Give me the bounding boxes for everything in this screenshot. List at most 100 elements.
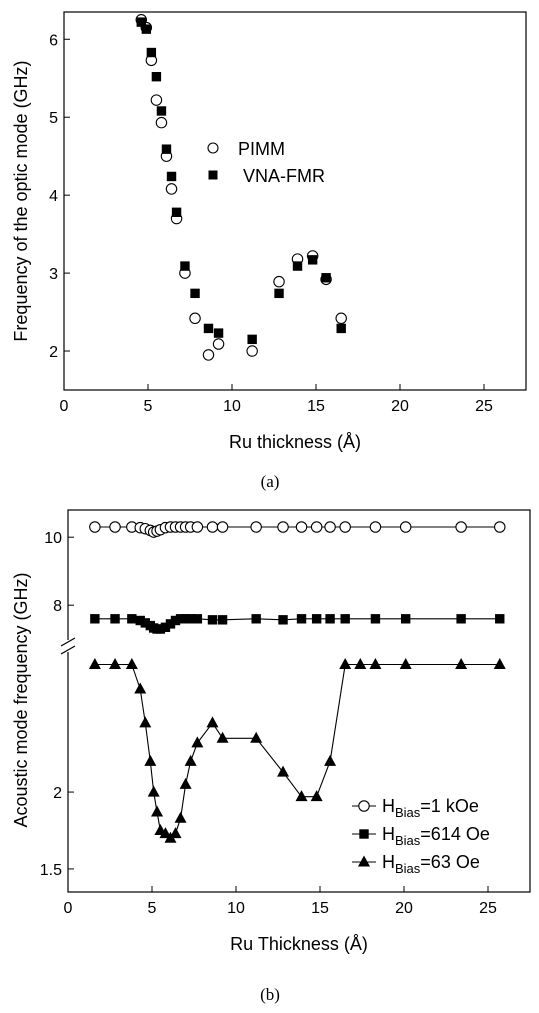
data-point-h-bias-614-oe (192, 614, 203, 624)
data-point-h-bias-614-oe (180, 614, 191, 624)
data-point-vna-fmr (336, 323, 346, 334)
data-point-vna-fmr (156, 106, 167, 116)
x-tick-label: 20 (395, 900, 413, 917)
data-point-h-bias-63-oe (151, 805, 164, 817)
data-point-h-bias-614-oe (140, 618, 150, 628)
data-point-vna-fmr (161, 144, 172, 154)
data-point-pimm (273, 275, 285, 288)
data-point-pimm (189, 312, 201, 325)
data-point-h-bias-614-oe (160, 622, 171, 632)
x-tick-label: 15 (311, 900, 329, 917)
data-point-h-bias-63-oe (369, 657, 382, 669)
panel-a-legend: PIMM VNA-FMR (207, 139, 325, 186)
data-point-h-bias-614-oe (370, 614, 381, 624)
data-point-h-bias-63-oe (310, 790, 323, 802)
data-point-h-bias-614-oe (110, 614, 120, 624)
y-tick-label: 4 (49, 188, 58, 205)
data-point-h-bias-614-oe (127, 614, 137, 624)
chart-panel-a: 0 5 10 15 20 25 2 3 4 5 6 Ru thickness (Å) Frequen… (11, 11, 527, 491)
legend-marker-h-bias-63-oe (358, 855, 370, 867)
legend-label-h-bias-1-koe: HBias=1 kOe (382, 796, 479, 820)
panel-b-legend: HBias=1 kOe HBias=614 Oe HBias=63 Oe (352, 796, 490, 876)
data-point-h-bias-1-koe (250, 521, 262, 533)
y-tick-label: 1.5 (40, 862, 62, 879)
data-point-vna-fmr (247, 334, 257, 345)
legend-label-h-bias-63-oe: HBias=63 Oe (382, 852, 480, 876)
y-tick-label: 2 (53, 785, 62, 802)
data-point-h-bias-63-oe (250, 731, 263, 743)
x-tick-label: 5 (148, 900, 157, 917)
data-point-h-bias-614-oe (251, 614, 261, 624)
data-point-h-bias-614-oe (165, 619, 176, 629)
x-tick-label: 10 (227, 900, 245, 917)
panel-a-y-axis-label: Frequency of the optic mode (GHz) (11, 60, 31, 341)
panel-b-axes: 0 5 10 15 20 25 8 10 1.5 2 (40, 530, 497, 917)
data-point-h-bias-1-koe (277, 521, 289, 533)
data-point-h-bias-614-oe (90, 614, 100, 624)
data-point-h-bias-63-oe (147, 785, 160, 797)
data-point-vna-fmr (190, 288, 200, 299)
panel-a-plot-frame (63, 11, 527, 391)
panel-b-caption: (b) (260, 985, 280, 1004)
data-point-h-bias-63-oe (125, 657, 138, 669)
data-point-h-bias-614-oe (135, 615, 145, 626)
panel-b-x-axis-label: Ru Thickness (Å) (230, 934, 368, 954)
legend-marker-pimm (207, 142, 219, 154)
data-point-h-bias-63-oe (174, 811, 187, 823)
data-point-vna-fmr (171, 207, 182, 218)
y-tick-label: 3 (49, 266, 58, 283)
data-point-h-bias-1-koe (399, 521, 412, 533)
x-tick-label: 0 (60, 398, 69, 415)
panel-b-plot-frame (67, 509, 531, 893)
data-point-vna-fmr (292, 261, 303, 271)
data-point-vna-fmr (136, 17, 146, 27)
data-point-h-bias-1-koe (339, 521, 351, 533)
data-point-h-bias-1-koe (310, 521, 323, 533)
data-point-vna-fmr (180, 261, 190, 271)
data-point-vna-fmr (203, 323, 214, 334)
data-point-h-bias-614-oe (185, 614, 196, 624)
data-point-h-bias-614-oe (170, 615, 181, 626)
y-tick-label: 5 (49, 110, 58, 127)
data-point-vna-fmr (321, 273, 331, 283)
data-point-h-bias-1-koe (295, 521, 308, 533)
data-point-h-bias-614-oe (456, 614, 466, 624)
panel-a-axes: 0 5 10 15 20 25 2 3 4 5 6 (49, 32, 493, 415)
data-point-h-bias-63-oe (134, 682, 147, 694)
x-tick-label: 5 (144, 398, 153, 415)
data-point-h-bias-614-oe (207, 615, 218, 625)
data-point-h-bias-1-koe (216, 521, 229, 533)
data-point-pimm (212, 338, 225, 350)
x-tick-label: 15 (307, 398, 325, 415)
data-point-h-bias-63-oe (88, 657, 101, 669)
data-point-h-bias-63-oe (339, 657, 352, 669)
data-point-h-bias-63-oe (455, 657, 468, 669)
data-point-pimm (246, 345, 258, 357)
legend-label-h-bias-614-oe: HBias=614 Oe (382, 824, 490, 848)
data-point-h-bias-614-oe (325, 614, 335, 624)
data-point-h-bias-1-koe (455, 521, 467, 533)
x-tick-label: 10 (223, 398, 241, 415)
data-point-pimm (335, 312, 347, 325)
panel-b-y-axis-label: Acoustic mode frequency (GHz) (11, 572, 31, 827)
data-point-h-bias-1-koe (494, 521, 506, 533)
data-point-h-bias-63-oe (277, 765, 290, 777)
data-point-h-bias-63-oe (206, 716, 219, 728)
data-point-h-bias-1-koe (206, 521, 219, 533)
data-point-vna-fmr (274, 288, 284, 299)
data-point-h-bias-63-oe (144, 754, 157, 766)
data-point-h-bias-1-koe (89, 521, 101, 533)
data-point-h-bias-63-oe (169, 827, 182, 839)
legend-marker-h-bias-614-oe (359, 829, 369, 839)
chart-panel-b: 0 5 10 15 20 25 8 10 1.5 2 Ru Thickness (Å) Acous… (11, 509, 531, 1004)
y-tick-label: 6 (49, 32, 58, 49)
data-point-pimm (155, 116, 168, 129)
x-tick-label: 25 (479, 900, 497, 917)
data-point-h-bias-63-oe (139, 716, 152, 728)
x-tick-label: 25 (475, 398, 493, 415)
data-point-h-bias-614-oe (155, 624, 166, 634)
data-point-vna-fmr (166, 171, 177, 182)
legend-marker-h-bias-1-koe (358, 800, 370, 812)
data-point-h-bias-63-oe (295, 790, 308, 802)
